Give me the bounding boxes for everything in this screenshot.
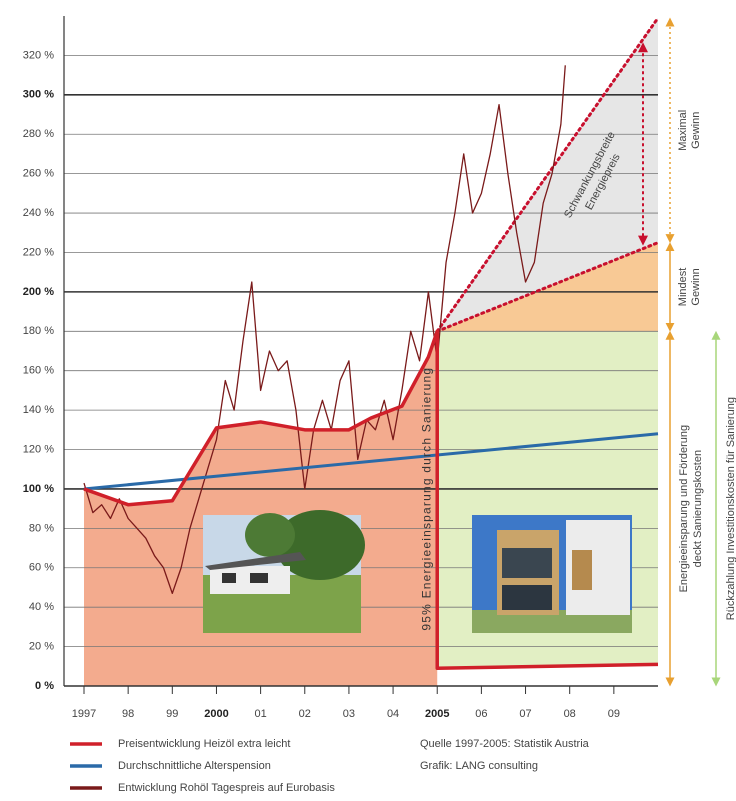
y-tick-label: 320 %	[23, 49, 54, 61]
y-tick-label: 180 %	[23, 325, 54, 337]
y-tick-label: 220 %	[23, 246, 54, 258]
annotation-min-gain: Mindest	[677, 268, 689, 307]
photo-old-house	[203, 510, 365, 633]
legend-label: Entwicklung Rohöl Tagespreis auf Eurobas…	[118, 782, 335, 794]
legend-label: Durchschnittliche Alterspension	[118, 760, 271, 772]
envelope-max	[435, 16, 660, 333]
x-tick-label: 04	[387, 708, 399, 720]
y-tick-label: 300 %	[23, 89, 54, 101]
annotation-min-gain: Gewinn	[690, 268, 702, 305]
credit-note: Grafik: LANG consulting	[420, 760, 538, 772]
y-tick-label: 280 %	[23, 128, 54, 140]
y-tick-label: 200 %	[23, 286, 54, 298]
x-tick-label: 07	[519, 708, 531, 720]
y-tick-label: 40 %	[29, 601, 54, 613]
annotation-savings: 95% Energieeinsparung durch Sanierung	[419, 367, 433, 631]
y-tick-label: 80 %	[29, 522, 54, 534]
x-tick-label: 09	[608, 708, 620, 720]
annotation-covers: deckt Sanierungskosten	[692, 450, 704, 567]
x-tick-label: 1997	[72, 708, 96, 720]
x-tick-label: 01	[254, 708, 266, 720]
y-tick-label: 100 %	[23, 483, 54, 495]
x-tick-label: 08	[564, 708, 576, 720]
y-tick-label: 20 %	[29, 640, 54, 652]
y-tick-label: 0 %	[35, 680, 54, 692]
x-tick-label: 03	[343, 708, 355, 720]
y-tick-label: 140 %	[23, 404, 54, 416]
x-tick-label: 2000	[204, 708, 228, 720]
y-tick-label: 160 %	[23, 365, 54, 377]
photo-new-house	[472, 515, 632, 633]
x-tick-label: 2005	[425, 708, 449, 720]
annotation-max-gain: Gewinn	[690, 112, 702, 149]
x-tick-label: 06	[475, 708, 487, 720]
legend-label: Preisentwicklung Heizöl extra leicht	[118, 738, 290, 750]
series-line	[83, 65, 566, 595]
y-tick-label: 240 %	[23, 207, 54, 219]
x-tick-label: 99	[166, 708, 178, 720]
annotation-covers: Energieeinsparung und Förderung	[678, 425, 690, 593]
x-tick-label: 02	[299, 708, 311, 720]
annotation-max-gain: Maximal	[677, 110, 689, 151]
series-line	[83, 329, 659, 671]
source-note: Quelle 1997-2005: Statistik Austria	[420, 738, 590, 750]
y-tick-label: 120 %	[23, 443, 54, 455]
series-line	[83, 432, 659, 491]
y-tick-label: 260 %	[23, 168, 54, 180]
y-tick-label: 60 %	[29, 562, 54, 574]
annotation-payback: Rückzahlung Investitionskosten für Sanie…	[725, 397, 736, 620]
x-tick-label: 98	[122, 708, 134, 720]
envelope-min	[435, 241, 660, 333]
